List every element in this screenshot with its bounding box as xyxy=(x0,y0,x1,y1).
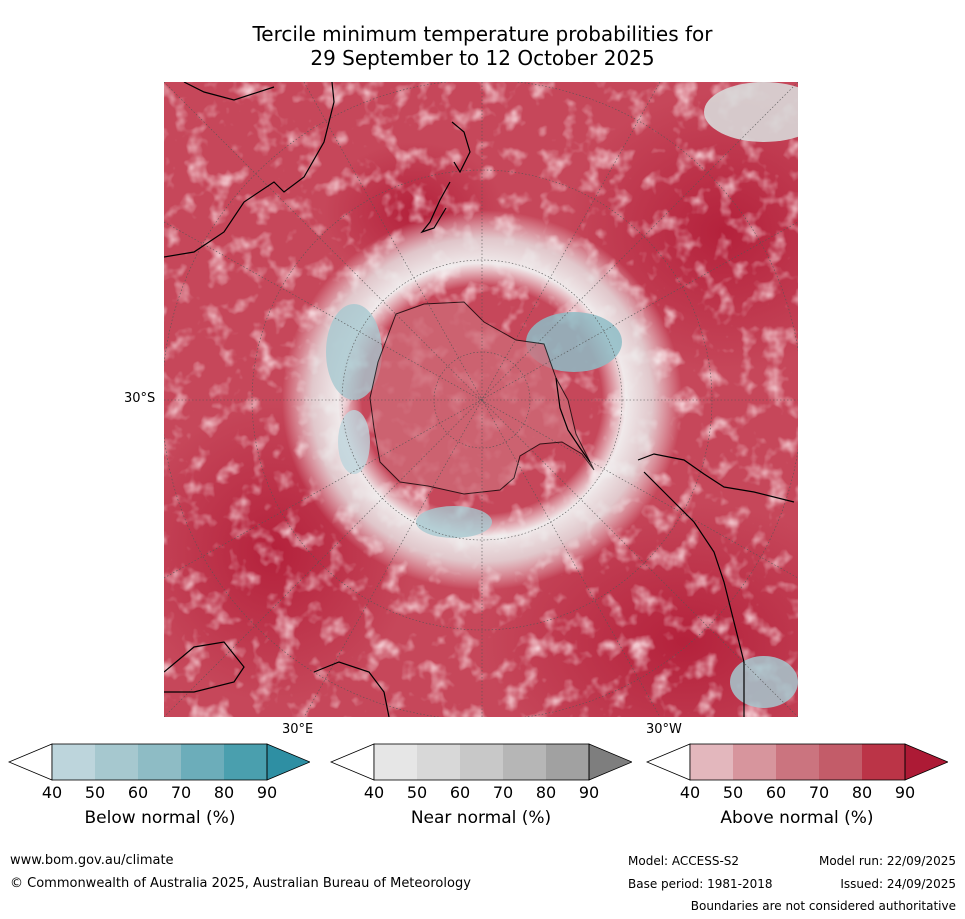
colorbar-tick-label: 50 xyxy=(406,783,428,802)
colorbar-extend-low xyxy=(646,743,691,781)
colorbar-tick-label: 80 xyxy=(213,783,235,802)
colorbar-segment xyxy=(503,744,546,780)
colorbar-tick-label: 40 xyxy=(41,783,63,802)
colorbar-below-normal xyxy=(8,743,310,781)
footer-website: www.bom.gov.au/climate xyxy=(10,853,174,868)
colorbar-segment xyxy=(690,744,733,780)
below-normal-patch-sw xyxy=(338,410,370,474)
near-normal-patch-ne xyxy=(704,82,798,142)
colorbar-extend-low xyxy=(8,743,53,781)
footer-model-run: Model run: 22/09/2025 xyxy=(818,854,956,868)
longitude-label-30e: 30°E xyxy=(282,722,314,737)
colorbar-tick-label: 90 xyxy=(256,783,278,802)
colorbar-tick-label: 60 xyxy=(127,783,149,802)
australia-coast xyxy=(164,82,335,258)
south-america-east-coast xyxy=(643,471,745,717)
africa-coast xyxy=(164,641,245,693)
colorbar-outline xyxy=(373,743,590,781)
colorbar-extend-high xyxy=(904,743,948,781)
australia-south-coast xyxy=(183,82,275,101)
colorbar-segment xyxy=(374,744,417,780)
footer-base-period: Base period: 1981-2018 xyxy=(628,877,773,891)
colorbar-near-normal xyxy=(330,743,632,781)
colorbar-tick-label: 40 xyxy=(363,783,385,802)
colorbar-tick-label: 90 xyxy=(894,783,916,802)
colorbar-segment xyxy=(224,744,267,780)
colorbar-segment xyxy=(138,744,181,780)
colorbar-segment xyxy=(546,744,589,780)
antarctic-peninsula xyxy=(555,377,591,463)
colorbar-segment xyxy=(181,744,224,780)
below-normal-patch-south xyxy=(416,506,492,538)
madagascar-coast xyxy=(313,661,390,717)
colorbar-tick-label: 60 xyxy=(765,783,787,802)
below-normal-patch-east xyxy=(526,312,622,372)
graticule xyxy=(164,82,798,717)
footer-issued: Issued: 24/09/2025 xyxy=(840,877,956,891)
colorbar-tick-label: 60 xyxy=(449,783,471,802)
colorbar-tick-label: 40 xyxy=(679,783,701,802)
colorbar-tick-label: 70 xyxy=(808,783,830,802)
latitude-label-30s: 30°S xyxy=(124,391,156,406)
colorbar-segment xyxy=(862,744,905,780)
colorbar-segment xyxy=(417,744,460,780)
colorbar-tick-label: 50 xyxy=(722,783,744,802)
colorbar-label-below: Below normal (%) xyxy=(84,808,236,828)
probability-map xyxy=(164,82,798,717)
new-zealand-south xyxy=(420,181,451,234)
colorbar-segment xyxy=(52,744,95,780)
south-america-coast xyxy=(637,453,795,503)
colorbar-tick-label: 70 xyxy=(170,783,192,802)
longitude-label-30w: 30°W xyxy=(646,722,682,737)
map-title-line-2: 29 September to 12 October 2025 xyxy=(310,46,655,70)
footer-copyright: © Commonwealth of Australia 2025, Austra… xyxy=(10,876,471,891)
footer-disclaimer: Boundaries are not considered authoritat… xyxy=(690,899,956,913)
colorbar-segment xyxy=(733,744,776,780)
colorbar-segment xyxy=(95,744,138,780)
footer-model: Model: ACCESS-S2 xyxy=(628,854,740,868)
colorbar-extend-high xyxy=(266,743,310,781)
colorbar-segment xyxy=(819,744,862,780)
colorbar-segment xyxy=(460,744,503,780)
colorbar-label-above: Above normal (%) xyxy=(720,808,874,828)
below-normal-patch-west xyxy=(326,304,382,400)
map-title-line-1: Tercile minimum temperature probabilitie… xyxy=(252,22,713,46)
map-svg xyxy=(164,82,798,717)
new-zealand-north xyxy=(451,121,471,174)
colorbar-tick-label: 70 xyxy=(492,783,514,802)
coastlines xyxy=(164,82,795,717)
colorbar-tick-label: 90 xyxy=(578,783,600,802)
colorbar-above-normal xyxy=(646,743,948,781)
colorbar-label-near: Near normal (%) xyxy=(410,808,552,828)
colorbar-extend-high xyxy=(588,743,632,781)
colorbar-tick-label: 50 xyxy=(84,783,106,802)
colorbar-outline xyxy=(51,743,268,781)
colorbar-outline xyxy=(689,743,906,781)
colorbar-tick-label: 80 xyxy=(851,783,873,802)
colorbar-extend-low xyxy=(330,743,375,781)
below-normal-patch-argentina xyxy=(730,656,798,708)
colorbar-tick-label: 80 xyxy=(535,783,557,802)
colorbar-segment xyxy=(776,744,819,780)
